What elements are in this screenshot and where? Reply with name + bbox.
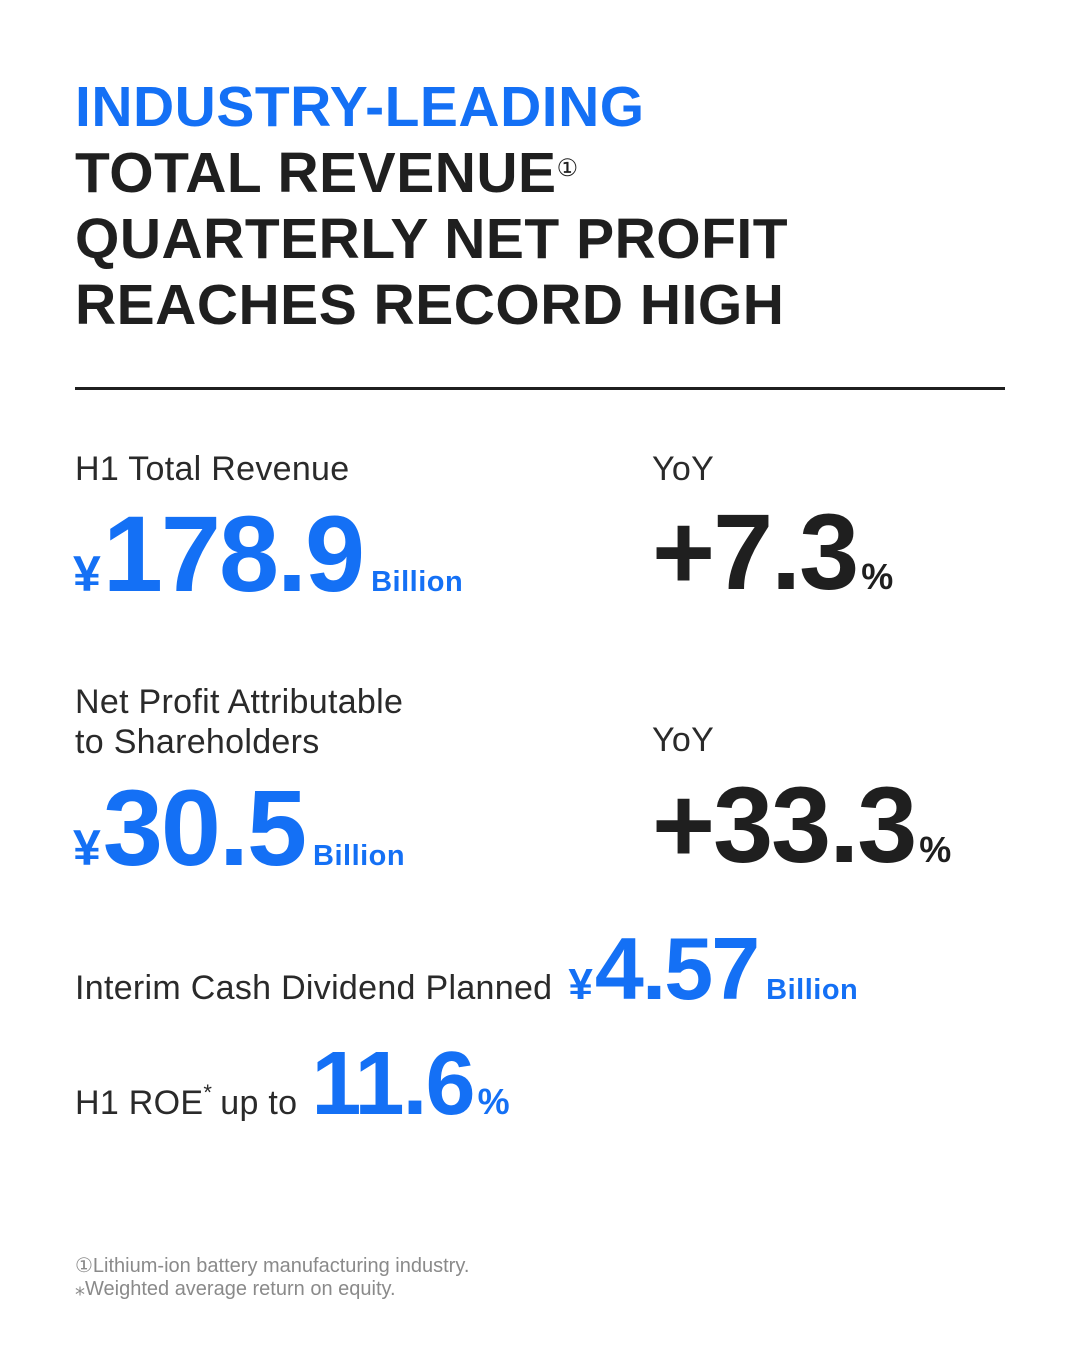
headline-line-3: QUARTERLY NET PROFIT (75, 207, 789, 271)
headline-line-4: REACHES RECORD HIGH (75, 273, 785, 337)
footnote-2: ⁎Weighted average return on equity. (75, 1278, 396, 1300)
currency-symbol: ¥ (568, 960, 593, 1009)
net-profit-yoy-number: +33.3 (652, 764, 917, 885)
roe-number: 11.6 (311, 1034, 475, 1134)
dividend-number: 4.57 (594, 919, 760, 1018)
net-profit-label-line-1: Net Profit Attributable (75, 683, 404, 721)
dividend-unit: Billion (766, 974, 859, 1006)
footnote-1: ①Lithium-ion battery manufacturing indus… (75, 1255, 470, 1277)
dividend-label: Interim Cash Dividend Planned (75, 969, 553, 1007)
revenue-label: H1 Total Revenue (75, 450, 350, 488)
revenue-number: 178.9 (102, 493, 365, 614)
revenue-yoy-label: YoY (652, 450, 715, 488)
headline-line-1: INDUSTRY-LEADING (75, 75, 645, 139)
headline-line-2-text: TOTAL REVENUE (75, 141, 557, 205)
net-profit-label: Net Profit Attributable to Shareholders (75, 682, 403, 762)
net-profit-yoy-unit: % (919, 829, 952, 870)
roe-footnote-marker: * (203, 1080, 213, 1105)
revenue-value: ¥ 178.9 Billion (73, 500, 463, 608)
currency-symbol: ¥ (73, 546, 101, 602)
net-profit-label-line-2: to Shareholders (75, 723, 320, 761)
headline: INDUSTRY-LEADING TOTAL REVENUE① QUARTERL… (75, 74, 788, 338)
headline-line-2: TOTAL REVENUE① (75, 140, 788, 206)
revenue-yoy-value: +7.3 % (652, 498, 893, 606)
net-profit-yoy-label: YoY (652, 721, 715, 759)
roe-row: H1 ROE * up to 11.6 % (75, 1039, 510, 1129)
roe-unit: % (477, 1081, 510, 1122)
revenue-unit: Billion (371, 566, 464, 598)
net-profit-value: ¥ 30.5 Billion (73, 774, 405, 882)
revenue-yoy-unit: % (861, 556, 894, 597)
footnotes: ①Lithium-ion battery manufacturing indus… (75, 1255, 469, 1301)
net-profit-yoy-value: +33.3 % (652, 771, 951, 879)
roe-label-suffix: up to (220, 1084, 298, 1122)
currency-symbol: ¥ (73, 820, 101, 876)
net-profit-unit: Billion (313, 840, 406, 872)
divider (75, 387, 1005, 390)
net-profit-number: 30.5 (102, 767, 307, 888)
roe-label-prefix: H1 ROE (75, 1084, 204, 1122)
footnote-marker-1: ① (556, 155, 579, 182)
revenue-yoy-number: +7.3 (652, 491, 859, 612)
dividend-row: Interim Cash Dividend Planned ¥ 4.57 Bil… (75, 925, 858, 1013)
